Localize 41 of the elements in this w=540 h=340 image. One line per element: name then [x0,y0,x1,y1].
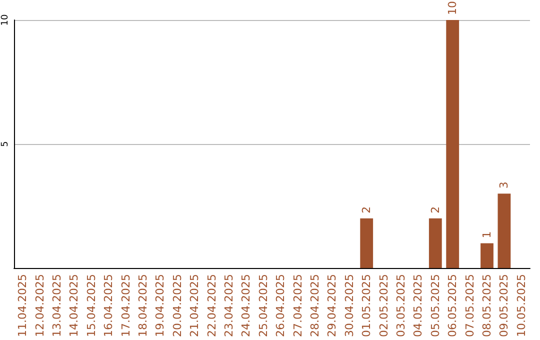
data-label: 2 [428,206,442,214]
x-tick-label: 03.05.2025 [394,274,408,338]
x-tick-label: 30.04.2025 [342,274,356,338]
data-label: 2 [360,206,374,214]
x-tick-label: 18.04.2025 [136,274,150,338]
x-tick-label: 10.05.2025 [514,274,528,338]
bar [428,218,442,268]
x-tick-label: 07.05.2025 [463,274,476,338]
x-tick-label: 19.04.2025 [154,274,167,338]
x-tick-label: 13.04.2025 [50,274,64,338]
x-tick-label: 27.04.2025 [291,274,304,338]
x-tick-label: 14.04.2025 [68,274,81,338]
x-tick-label: 02.05.2025 [377,274,390,338]
x-tick-label: 26.04.2025 [274,274,288,338]
x-tick-label: 29.04.2025 [326,274,339,338]
x-tick-label: 04.05.2025 [412,274,425,338]
x-tick-label: 23.04.2025 [222,274,236,338]
data-label: 1 [480,231,494,238]
x-tick-label: 12.04.2025 [33,274,46,338]
x-tick-label: 24.04.2025 [240,274,253,338]
x-tick-label: 15.04.2025 [84,274,98,338]
bar [446,20,460,268]
bar [480,243,494,268]
bar [360,218,374,268]
x-tick-label: 16.04.2025 [102,274,116,338]
x-tick-label: 21.04.2025 [188,274,202,338]
x-tick-label: 05.05.2025 [428,274,442,338]
x-tick-label: 17.04.2025 [119,274,132,338]
x-tick-label: 09.05.2025 [498,274,511,338]
x-tick-label: 11.04.2025 [16,274,30,338]
y-tick-label: 5 [0,141,10,147]
x-tick-label: 08.05.2025 [480,274,494,338]
bar [498,194,511,268]
x-tick-label: 22.04.2025 [205,274,218,338]
x-tick-label: 28.04.2025 [308,274,322,338]
data-label: 10 [446,1,460,15]
x-tick-label: 20.04.2025 [170,274,184,338]
x-tick-label: 06.05.2025 [446,274,460,338]
x-tick-label: 01.05.2025 [360,274,374,338]
data-label: 3 [498,182,511,189]
x-tick-label: 25.04.2025 [256,274,270,338]
